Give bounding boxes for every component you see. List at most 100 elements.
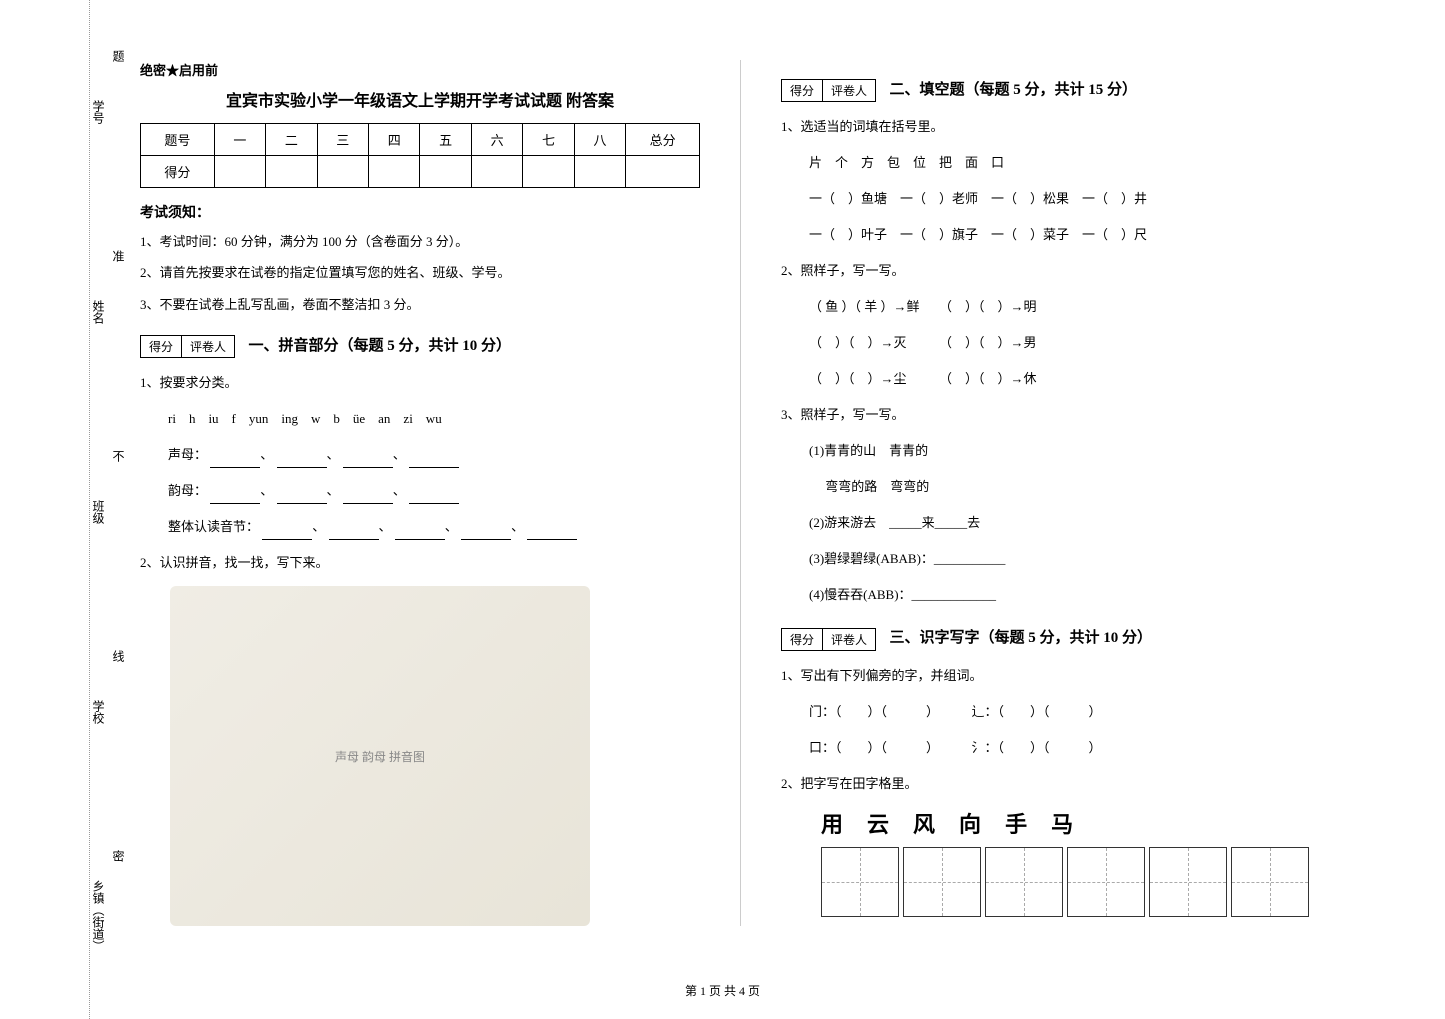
score-box: 得分 评卷人 <box>781 628 876 651</box>
left-column: 绝密★启用前 宜宾市实验小学一年级语文上学期开学考试试题 附答案 题号 一 二 … <box>120 60 720 926</box>
th: 三 <box>317 124 368 156</box>
th: 总分 <box>626 124 700 156</box>
section-3-title: 三、识字写字（每题 5 分，共计 10 分） <box>890 630 1153 646</box>
binding-label: 学校 <box>90 700 107 724</box>
score-box-right: 评卷人 <box>182 336 234 357</box>
char-row: 用 云 风 向 手 马 <box>781 807 1341 839</box>
tian-grid <box>1067 847 1145 917</box>
td <box>471 156 522 188</box>
rule-item: 3、不要在试卷上乱写乱画，卷面不整洁扣 3 分。 <box>140 293 700 316</box>
section-2-header: 得分 评卷人 二、填空题（每题 5 分，共计 15 分） <box>781 78 1341 102</box>
s1-q1-items: ri h iu f yun ing w b üe an zi wu <box>140 406 700 432</box>
tian-grid <box>1149 847 1227 917</box>
td <box>420 156 471 188</box>
td: 得分 <box>141 156 215 188</box>
label: 声母： <box>168 447 207 462</box>
column-divider <box>740 60 741 926</box>
blank <box>395 524 445 540</box>
s2-q1-line: 一（ ）叶子 一（ ）旗子 一（ ）菜子 一（ ）尺 <box>781 222 1341 248</box>
char: 马 <box>1051 807 1073 839</box>
s2-q3-line: (2)游来游去 _____来_____去 <box>781 510 1341 536</box>
section-2-title: 二、填空题（每题 5 分，共计 15 分） <box>890 82 1138 98</box>
s2-q3-line: 弯弯的路 弯弯的 <box>781 474 1341 500</box>
binding-inner: 线 <box>110 650 127 662</box>
label: 韵母： <box>168 483 207 498</box>
score-box-right: 评卷人 <box>823 629 875 650</box>
char: 向 <box>959 807 981 839</box>
section-1-header: 得分 评卷人 一、拼音部分（每题 5 分，共计 10 分） <box>140 334 700 358</box>
th: 六 <box>471 124 522 156</box>
s2-q1-stem: 1、选适当的词填在括号里。 <box>781 114 1341 140</box>
table-row: 得分 <box>141 156 700 188</box>
binding-label: 姓名 <box>90 300 107 324</box>
section-1-title: 一、拼音部分（每题 5 分，共计 10 分） <box>249 338 512 354</box>
table-row: 题号 一 二 三 四 五 六 七 八 总分 <box>141 124 700 156</box>
td <box>266 156 317 188</box>
score-table: 题号 一 二 三 四 五 六 七 八 总分 得分 <box>140 123 700 188</box>
blank <box>409 488 459 504</box>
right-column: 得分 评卷人 二、填空题（每题 5 分，共计 15 分） 1、选适当的词填在括号… <box>761 60 1361 926</box>
th: 题号 <box>141 124 215 156</box>
s2-q2-line: （ ）（ ）→灭 （ ）（ ）→男 <box>781 330 1341 356</box>
score-box-left: 得分 <box>141 336 182 357</box>
confidential-label: 绝密★启用前 <box>140 60 700 79</box>
binding-label: 班级 <box>90 500 107 524</box>
th: 八 <box>574 124 625 156</box>
blank <box>343 452 393 468</box>
binding-inner: 题 <box>110 50 127 62</box>
s2-q2-line: （ 鱼 ）（ 羊 ）→鲜 （ ）（ ）→明 <box>781 294 1341 320</box>
score-box-right: 评卷人 <box>823 80 875 101</box>
score-box-left: 得分 <box>782 629 823 650</box>
s2-q3-line: (1)青青的山 青青的 <box>781 438 1341 464</box>
tian-grid-row <box>781 847 1341 917</box>
s2-q3-line: (4)慢吞吞(ABB)：_____________ <box>781 582 1341 608</box>
s3-q1-line: 口：（ ）（ ） 氵：（ ）（ ） <box>781 735 1341 761</box>
s1-q2-stem: 2、认识拼音，找一找，写下来。 <box>140 550 700 576</box>
td <box>214 156 265 188</box>
s3-q1-stem: 1、写出有下列偏旁的字，并组词。 <box>781 663 1341 689</box>
s1-q1-line: 整体认读音节： 、 、 、 、 <box>140 514 700 540</box>
s1-q1-stem: 1、按要求分类。 <box>140 370 700 396</box>
s1-q1-line: 韵母： 、 、 、 <box>140 478 700 504</box>
score-box: 得分 评卷人 <box>781 79 876 102</box>
blank <box>461 524 511 540</box>
s2-q1-words: 片 个 方 包 位 把 面 口 <box>781 150 1341 176</box>
s3-q2-stem: 2、把字写在田字格里。 <box>781 771 1341 797</box>
char: 云 <box>867 807 889 839</box>
score-box: 得分 评卷人 <box>140 335 235 358</box>
blank <box>527 524 577 540</box>
exam-title: 宜宾市实验小学一年级语文上学期开学考试试题 附答案 <box>140 87 700 111</box>
binding-inner: 密 <box>110 850 127 862</box>
blank <box>210 488 260 504</box>
tian-grid <box>985 847 1063 917</box>
td <box>626 156 700 188</box>
blank <box>277 452 327 468</box>
blank <box>329 524 379 540</box>
tian-grid <box>1231 847 1309 917</box>
th: 二 <box>266 124 317 156</box>
binding-inner: 不 <box>110 450 127 462</box>
binding-inner: 准 <box>110 250 127 262</box>
blank <box>262 524 312 540</box>
s2-q3-line: (3)碧绿碧绿(ABAB)：___________ <box>781 546 1341 572</box>
s3-q1-line: 门：（ ）（ ） 辶：（ ）（ ） <box>781 699 1341 725</box>
th: 一 <box>214 124 265 156</box>
s2-q2-stem: 2、照样子，写一写。 <box>781 258 1341 284</box>
blank <box>277 488 327 504</box>
binding-label: 乡镇（街道） <box>90 880 107 952</box>
rules-heading: 考试须知： <box>140 202 700 222</box>
pinyin-diagram: 声母 韵母 拼音图 <box>170 586 590 926</box>
s2-q1-line: 一（ ）鱼塘 一（ ）老师 一（ ）松果 一（ ）井 <box>781 186 1341 212</box>
td <box>523 156 574 188</box>
binding-edge: 乡镇（街道） 学校 班级 姓名 学号 密 线 不 准 题 <box>40 0 90 1019</box>
td <box>574 156 625 188</box>
score-box-left: 得分 <box>782 80 823 101</box>
char: 手 <box>1005 807 1027 839</box>
th: 五 <box>420 124 471 156</box>
td <box>317 156 368 188</box>
page-content: 绝密★启用前 宜宾市实验小学一年级语文上学期开学考试试题 附答案 题号 一 二 … <box>0 0 1445 946</box>
blank <box>409 452 459 468</box>
rule-item: 2、请首先按要求在试卷的指定位置填写您的姓名、班级、学号。 <box>140 261 700 284</box>
char: 用 <box>821 807 843 839</box>
tian-grid <box>903 847 981 917</box>
